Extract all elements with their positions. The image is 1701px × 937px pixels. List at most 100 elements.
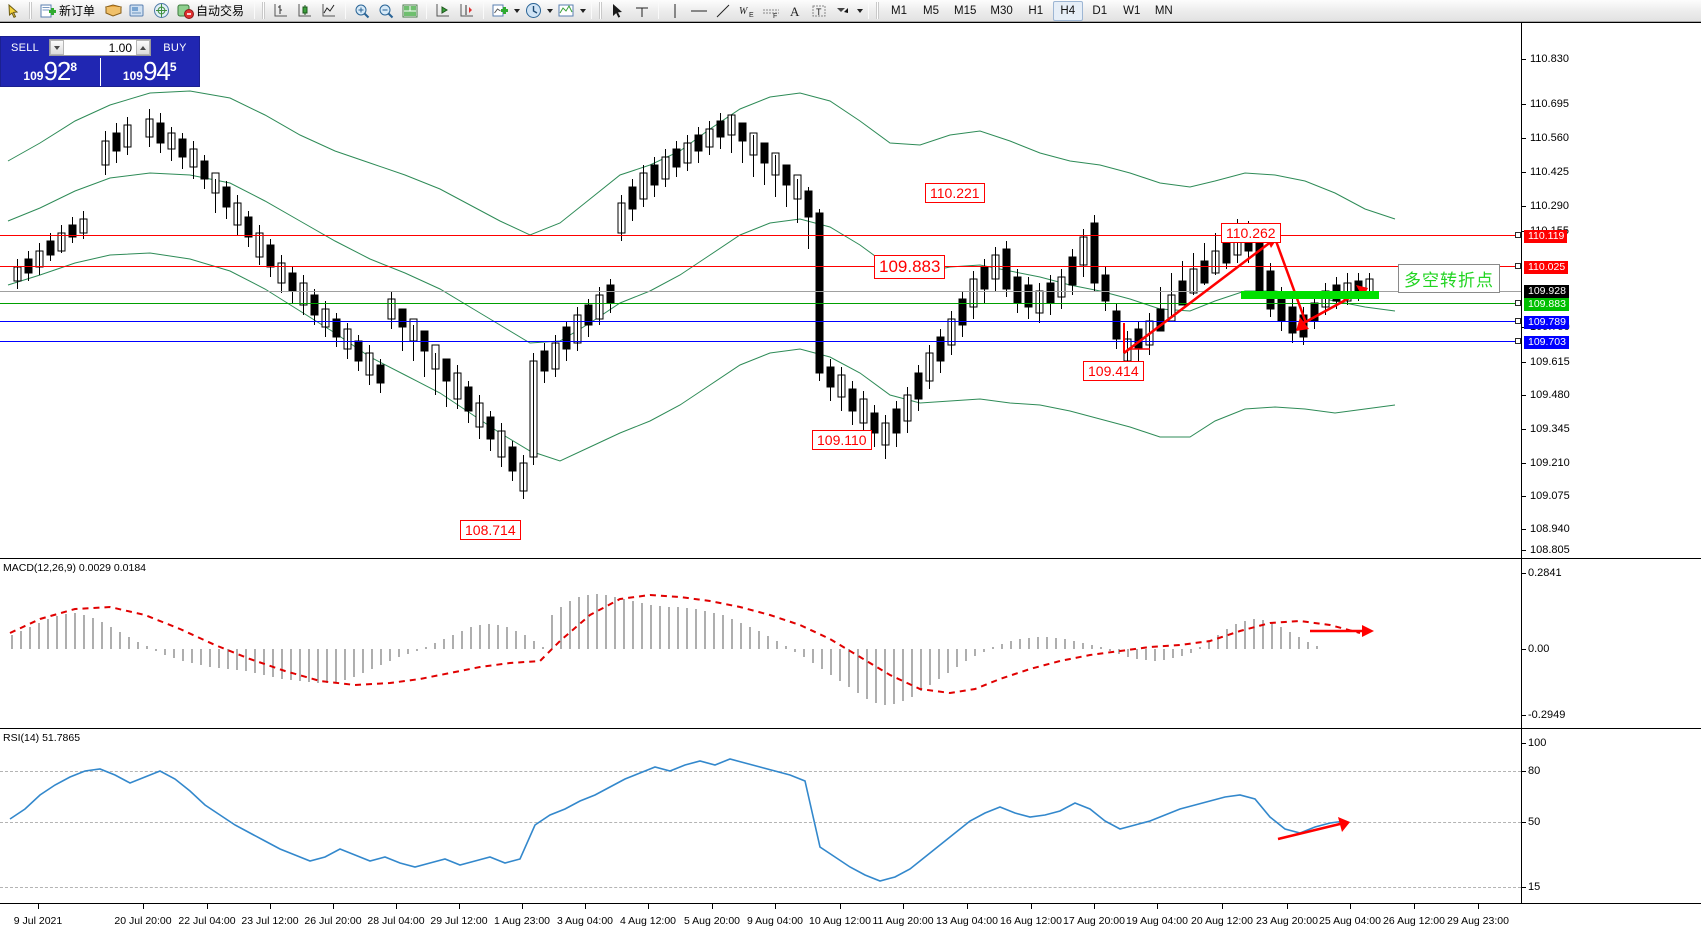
support-line-109789[interactable] xyxy=(0,321,1522,322)
cursor-arrow-icon[interactable] xyxy=(607,1,629,21)
zoom-in-icon[interactable] xyxy=(351,1,373,21)
down-arrow-trendline xyxy=(1274,240,1309,331)
indicators-add-icon[interactable] xyxy=(489,1,511,21)
turning-point-label[interactable]: 多空转折点 xyxy=(1398,264,1500,293)
line-handle-110119[interactable] xyxy=(1515,232,1521,238)
macd-label-min: -0.2949 xyxy=(1528,709,1566,721)
rsi-pane[interactable]: RSI(14) 51.7865 100 80 50 15 xyxy=(0,728,1701,903)
volume-decrease-icon[interactable] xyxy=(50,40,64,55)
price-callout-109883[interactable]: 109.883 xyxy=(874,255,946,279)
macd-tick-bottom xyxy=(1522,715,1526,716)
templates-dropdown-icon[interactable] xyxy=(578,1,587,21)
history-book-icon[interactable] xyxy=(102,1,124,21)
window-tile-icon[interactable] xyxy=(399,1,421,21)
timeframe-mn[interactable]: MN xyxy=(1154,4,1173,17)
vertical-line-icon[interactable] xyxy=(664,1,686,21)
toolbar-grip-3[interactable] xyxy=(599,2,604,19)
support-line-109703[interactable] xyxy=(0,341,1522,342)
price-tick xyxy=(1522,362,1526,363)
timeframe-d1[interactable]: D1 xyxy=(1092,4,1108,17)
line-handle-109703[interactable] xyxy=(1515,338,1521,344)
time-label-19: 23 Aug 20:00 xyxy=(1256,915,1318,927)
crosshair-icon[interactable] xyxy=(631,1,653,21)
price-badge-110025: 110.025 xyxy=(1524,261,1569,274)
toolbar-separator-3 xyxy=(426,2,428,19)
resistance-line-110119[interactable] xyxy=(0,235,1522,236)
auto-scroll-icon[interactable] xyxy=(432,1,454,21)
toolbar-separator-4 xyxy=(483,2,485,19)
time-tick xyxy=(396,904,397,909)
timeframe-m1[interactable]: M1 xyxy=(891,4,908,17)
line-handle-110025[interactable] xyxy=(1515,263,1521,269)
rsi-axis-line xyxy=(1521,729,1522,903)
price-label-110425: 110.425 xyxy=(1530,166,1569,178)
timeframe-w1[interactable]: W1 xyxy=(1123,4,1141,17)
trendline-icon[interactable] xyxy=(712,1,734,21)
buy-button[interactable]: 109 94 5 xyxy=(99,58,200,86)
period-clock-icon[interactable] xyxy=(522,1,544,21)
resistance-line-110025[interactable] xyxy=(0,266,1522,267)
news-icon[interactable] xyxy=(126,1,148,21)
channel-icon[interactable]: F xyxy=(760,1,782,21)
line-handle-109789[interactable] xyxy=(1515,318,1521,324)
rsi-tick-100 xyxy=(1522,743,1526,744)
green-supply-zone xyxy=(1241,291,1379,299)
line-handle-109883[interactable] xyxy=(1515,300,1521,306)
timeframe-m15[interactable]: M15 xyxy=(954,4,977,17)
price-callout-110262[interactable]: 110.262 xyxy=(1221,223,1281,243)
timeframe-m5[interactable]: M5 xyxy=(923,4,940,17)
macd-pane-inner: MACD(12,26,9) 0.0029 0.0184 0.2841 0.00 … xyxy=(0,559,1701,728)
price-callout-109110[interactable]: 109.110 xyxy=(812,430,872,450)
time-tick xyxy=(775,904,776,909)
price-callout-109414[interactable]: 109.414 xyxy=(1083,361,1144,381)
current-price-line xyxy=(0,291,1522,292)
volume-increase-icon[interactable] xyxy=(136,40,150,55)
volume-value[interactable]: 1.00 xyxy=(108,40,132,55)
market-watch-icon[interactable] xyxy=(150,1,172,21)
time-label-18: 20 Aug 12:00 xyxy=(1191,915,1253,927)
time-tick xyxy=(648,904,649,909)
bar-chart-icon[interactable] xyxy=(270,1,292,21)
price-label-109345: 109.345 xyxy=(1530,423,1570,435)
timeframe-h4[interactable]: H4 xyxy=(1052,0,1083,21)
toolbar-grip[interactable] xyxy=(29,2,33,19)
volume-stepper[interactable]: 1.00 xyxy=(49,39,151,56)
toolbar-separator xyxy=(254,2,256,19)
period-dropdown-icon[interactable] xyxy=(545,1,554,21)
macd-pane[interactable]: MACD(12,26,9) 0.0029 0.0184 0.2841 0.00 … xyxy=(0,558,1701,728)
auto-trading-button[interactable]: 自动交易 xyxy=(174,1,249,21)
time-tick xyxy=(1287,904,1288,909)
label-icon[interactable]: T xyxy=(808,1,830,21)
horizontal-line-icon[interactable] xyxy=(688,1,710,21)
cursor-tool-icon[interactable] xyxy=(3,1,25,21)
indicators-dropdown-icon[interactable] xyxy=(512,1,521,21)
line-chart-icon[interactable] xyxy=(318,1,340,21)
sell-button[interactable]: 109 92 8 xyxy=(1,58,100,86)
price-label-108940: 108.940 xyxy=(1530,523,1570,535)
trade-panel-prices: 109 92 8 109 94 5 xyxy=(1,58,199,86)
toolbar-grip-4[interactable] xyxy=(876,2,881,19)
timeframe-h1[interactable]: H1 xyxy=(1028,4,1044,17)
pivot-line-109883[interactable] xyxy=(0,303,1522,304)
toolbar-grip-2[interactable] xyxy=(262,2,267,19)
time-axis[interactable]: 9 Jul 2021 20 Jul 20:00 22 Jul 04:00 23 … xyxy=(0,903,1701,937)
timeframe-m30[interactable]: M30 xyxy=(990,4,1013,17)
price-chart-pane[interactable]: 110.262 110.221 109.883 109.414 109.110 … xyxy=(0,22,1701,558)
shapes-icon[interactable] xyxy=(832,1,854,21)
text-icon[interactable]: A xyxy=(784,1,806,21)
one-click-trading-panel[interactable]: SELL 1.00 BUY 109 92 8 109 94 5 xyxy=(0,36,200,87)
templates-icon[interactable] xyxy=(555,1,577,21)
zoom-out-icon[interactable] xyxy=(375,1,397,21)
candlestick-chart-icon[interactable] xyxy=(294,1,316,21)
time-label-3: 23 Jul 12:00 xyxy=(241,915,299,927)
price-callout-108714[interactable]: 108.714 xyxy=(460,520,521,540)
shapes-dropdown-icon[interactable] xyxy=(855,1,864,21)
new-order-button[interactable]: 新订单 xyxy=(37,1,100,21)
price-callout-110221[interactable]: 110.221 xyxy=(925,183,985,203)
sell-label: SELL xyxy=(10,41,40,54)
bollinger-lower-band xyxy=(7,252,1396,462)
chart-shift-icon[interactable] xyxy=(456,1,478,21)
time-tick xyxy=(207,904,208,909)
drawing-annotations-layer[interactable] xyxy=(0,23,1522,559)
